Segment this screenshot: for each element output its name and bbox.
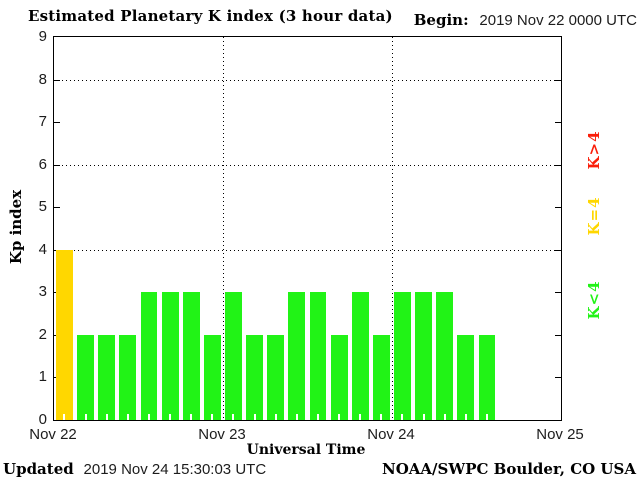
y-tick-left-8 bbox=[54, 79, 60, 81]
kp-bar bbox=[457, 334, 475, 420]
x-minor-tick bbox=[84, 414, 87, 420]
kp-bar bbox=[394, 292, 411, 420]
y-tick-label-8: 8 bbox=[38, 70, 47, 88]
kp-bar bbox=[330, 334, 348, 420]
gridline-y-8 bbox=[54, 79, 561, 81]
x-minor-tick bbox=[274, 414, 277, 420]
x-minor-tick bbox=[485, 414, 488, 420]
x-minor-tick bbox=[232, 414, 235, 420]
y-tick-label-1: 1 bbox=[38, 368, 47, 386]
kp-bar bbox=[161, 292, 179, 420]
begin-label: Begin: bbox=[413, 11, 469, 29]
y-tick-right-4 bbox=[555, 249, 561, 251]
y-tick-right-7 bbox=[555, 122, 561, 124]
gridline-day-nov-24 bbox=[392, 37, 393, 420]
y-tick-right-6 bbox=[555, 164, 561, 166]
y-tick-right-2 bbox=[555, 334, 561, 336]
x-minor-tick bbox=[211, 414, 214, 420]
begin-line: Begin: 2019 Nov 22 0000 UTC bbox=[414, 11, 637, 29]
gridline-y-6 bbox=[54, 164, 561, 166]
x-minor-tick bbox=[169, 414, 172, 420]
kp-bar bbox=[119, 334, 137, 420]
y-tick-left-7 bbox=[54, 122, 60, 124]
y-axis-title: Kp index bbox=[7, 189, 25, 265]
x-minor-tick bbox=[359, 414, 362, 420]
x-minor-tick bbox=[295, 414, 298, 420]
x-minor-tick bbox=[422, 414, 425, 420]
x-minor-tick bbox=[443, 414, 446, 420]
kp-bar bbox=[77, 334, 95, 420]
credit: NOAA/SWPC Boulder, CO USA bbox=[381, 460, 636, 478]
y-tick-label-4: 4 bbox=[38, 240, 47, 258]
y-tick-right-3 bbox=[555, 292, 561, 294]
legend-k-lt-4: K<4 bbox=[585, 280, 603, 320]
y-tick-label-6: 6 bbox=[38, 155, 47, 173]
y-tick-label-7: 7 bbox=[38, 113, 47, 131]
x-minor-tick bbox=[63, 414, 66, 420]
x-minor-tick bbox=[464, 414, 467, 420]
plot-area bbox=[53, 36, 562, 421]
kp-bar bbox=[436, 292, 454, 420]
kp-bar bbox=[309, 292, 327, 420]
kp-bar bbox=[203, 334, 221, 420]
y-tick-left-6 bbox=[54, 164, 60, 166]
x-minor-tick bbox=[316, 414, 319, 420]
kp-bar bbox=[246, 334, 264, 420]
y-tick-label-0: 0 bbox=[38, 411, 47, 428]
x-minor-tick bbox=[253, 414, 256, 420]
gridline-day-nov-23 bbox=[223, 37, 224, 420]
kp-bar bbox=[182, 292, 200, 420]
kp-bar bbox=[98, 334, 116, 420]
x-tick-label-nov-24: Nov 24 bbox=[367, 426, 415, 443]
y-tick-label-9: 9 bbox=[38, 28, 47, 45]
x-minor-tick bbox=[190, 414, 193, 420]
x-minor-tick bbox=[126, 414, 129, 420]
y-tick-right-1 bbox=[555, 377, 561, 379]
x-tick-label-nov-23: Nov 23 bbox=[198, 426, 246, 443]
legend-k-gt-4: K>4 bbox=[585, 130, 603, 170]
kp-bar bbox=[351, 292, 369, 420]
kp-bar bbox=[140, 292, 158, 420]
kp-bar bbox=[288, 292, 306, 420]
chart-title: Estimated Planetary K index (3 hour data… bbox=[28, 7, 393, 25]
y-tick-label-3: 3 bbox=[38, 283, 47, 301]
updated-line: Updated 2019 Nov 24 15:30:03 UTC bbox=[3, 460, 266, 478]
updated-value: 2019 Nov 24 15:30:03 UTC bbox=[83, 461, 267, 478]
y-tick-right-5 bbox=[555, 207, 561, 209]
kp-bar bbox=[225, 292, 242, 420]
y-tick-right-8 bbox=[555, 79, 561, 81]
x-tick-label-nov-25: Nov 25 bbox=[536, 426, 584, 443]
kp-bar bbox=[372, 334, 390, 420]
kp-bar bbox=[267, 334, 285, 420]
legend-k-eq-4: K=4 bbox=[585, 196, 603, 236]
x-axis-title: Universal Time bbox=[246, 442, 366, 458]
kp-bar bbox=[478, 334, 496, 420]
x-minor-tick bbox=[380, 414, 383, 420]
y-tick-left-5 bbox=[54, 207, 60, 209]
gridline-y-4 bbox=[54, 249, 561, 251]
x-minor-tick bbox=[401, 414, 404, 420]
begin-value: 2019 Nov 22 0000 UTC bbox=[479, 12, 637, 29]
x-tick-label-nov-22: Nov 22 bbox=[29, 426, 77, 443]
x-minor-tick bbox=[338, 414, 341, 420]
x-minor-tick bbox=[105, 414, 108, 420]
y-tick-label-2: 2 bbox=[38, 325, 47, 343]
y-tick-label-5: 5 bbox=[38, 198, 47, 216]
updated-label: Updated bbox=[3, 460, 74, 478]
kp-bar bbox=[56, 249, 73, 420]
x-minor-tick bbox=[147, 414, 150, 420]
kp-bar bbox=[415, 292, 433, 420]
